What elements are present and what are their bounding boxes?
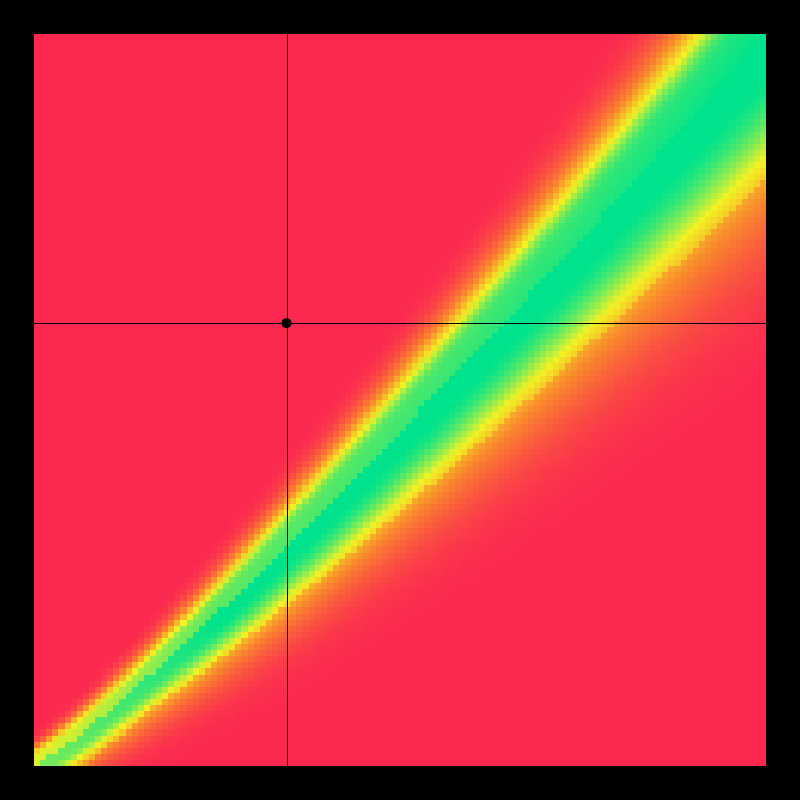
bottleneck-heatmap bbox=[0, 0, 800, 800]
